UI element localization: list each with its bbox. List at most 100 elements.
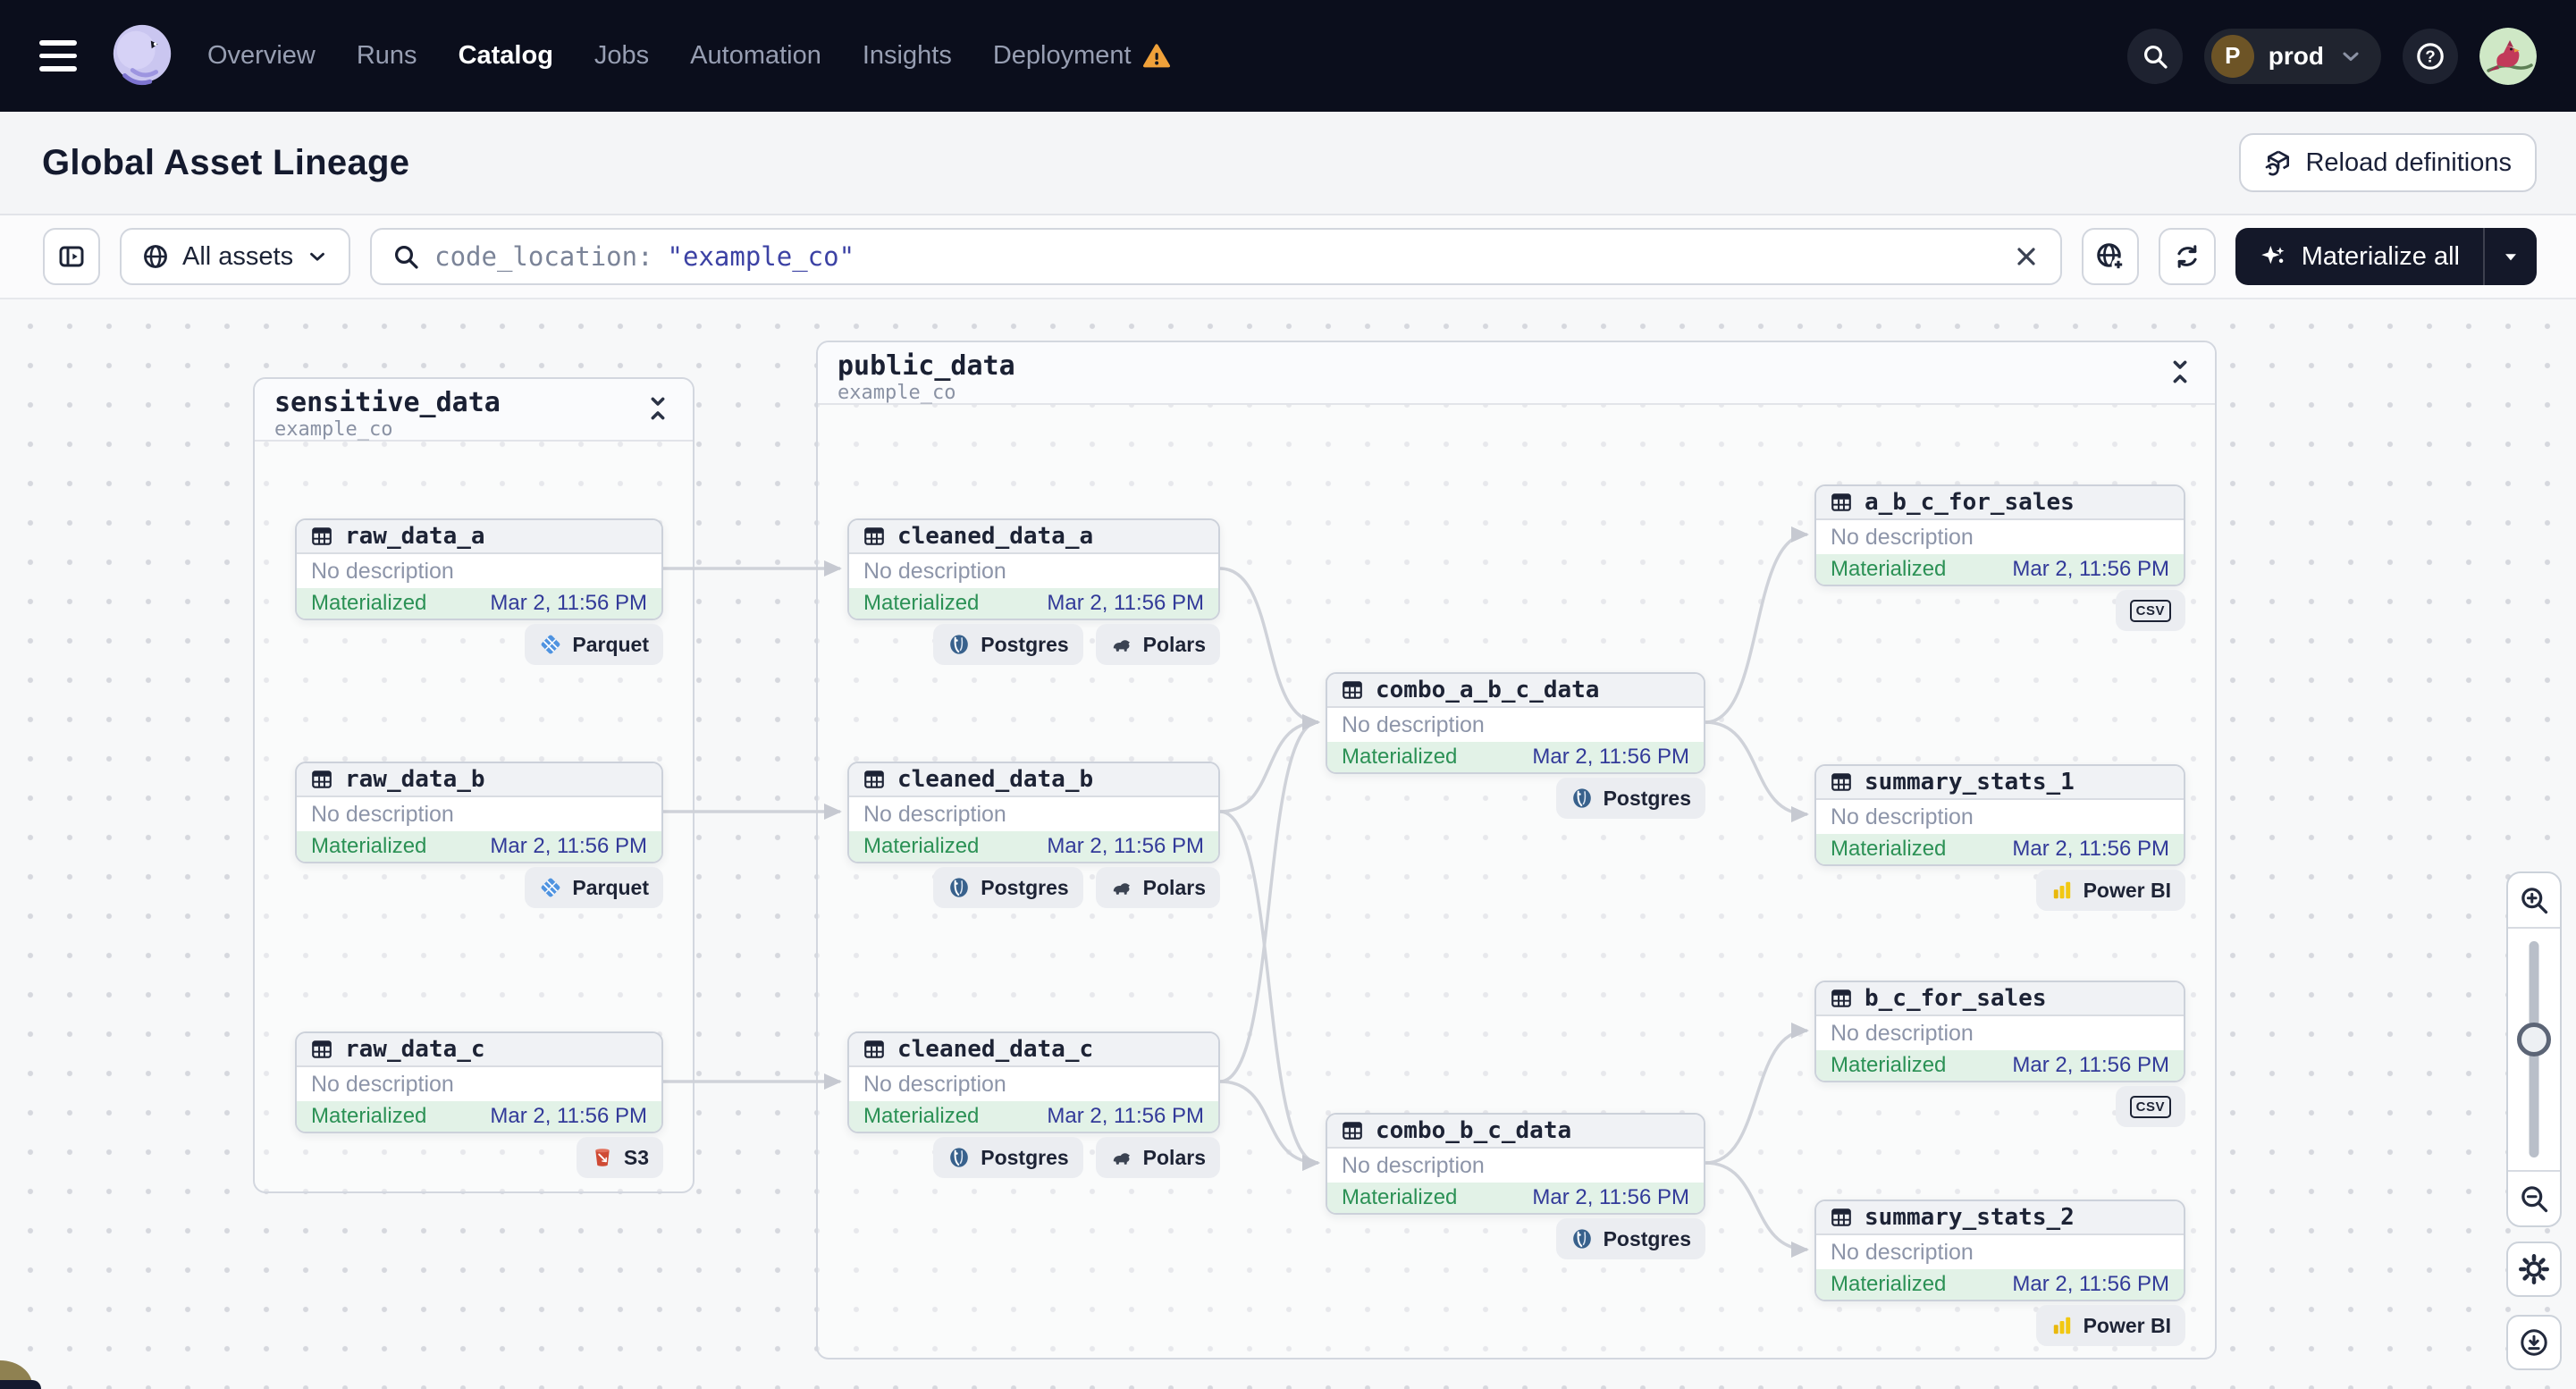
toggle-sidebar-button[interactable] xyxy=(43,228,100,285)
tag-row-combo_b_c_data: Postgres xyxy=(1326,1218,1705,1259)
asset-node-raw_data_b[interactable]: raw_data_b No description Materialized Mar … xyxy=(295,762,663,863)
zoom-out-icon xyxy=(2518,1183,2550,1215)
csv-icon: CSV xyxy=(2129,1095,2171,1118)
asset-node-summary_stats_2[interactable]: summary_stats_2 No description Materialize… xyxy=(1814,1200,2185,1301)
help-button[interactable]: ? xyxy=(2403,28,2458,84)
asset-node-status-row: Materialized Mar 2, 11:56 PM xyxy=(849,1101,1218,1132)
asset-node-cleaned_data_b[interactable]: cleaned_data_b No description Materialized… xyxy=(847,762,1220,863)
zoom-in-button[interactable] xyxy=(2508,873,2560,929)
tag-power-bi[interactable]: Power BI xyxy=(2035,1305,2185,1346)
materialize-options-button[interactable] xyxy=(2483,228,2537,285)
tag-label: Postgres xyxy=(981,875,1069,899)
tag-postgres[interactable]: Postgres xyxy=(1555,1218,1705,1259)
nav-item-automation[interactable]: Automation xyxy=(690,41,821,71)
zoom-slider[interactable] xyxy=(2508,929,2560,1170)
asset-status-timestamp: Mar 2, 11:56 PM xyxy=(2012,557,2169,581)
asset-node-header: raw_data_b xyxy=(297,763,661,797)
tag-label: Parquet xyxy=(572,875,649,899)
user-avatar[interactable] xyxy=(2479,27,2537,85)
menu-icon[interactable] xyxy=(39,40,77,72)
table-icon xyxy=(310,525,333,548)
asset-search-input[interactable]: code_location: "example_co" xyxy=(370,228,2062,285)
collapse-group-icon[interactable] xyxy=(643,393,673,424)
tag-polars[interactable]: Polars xyxy=(1095,1137,1220,1178)
collapse-group-icon[interactable] xyxy=(2165,357,2195,387)
asset-status-label: Materialized xyxy=(1342,745,1458,769)
tag-power-bi[interactable]: Power BI xyxy=(2035,870,2185,911)
asset-scope-dropdown[interactable]: All assets xyxy=(120,228,351,285)
asset-node-description: No description xyxy=(1831,1239,1974,1265)
postgres-icon xyxy=(947,633,971,656)
tag-csv[interactable]: CSV xyxy=(2115,1086,2185,1127)
asset-node-description: No description xyxy=(1342,711,1485,737)
asset-node-raw_data_c[interactable]: raw_data_c No description Materialized Mar … xyxy=(295,1031,663,1133)
dagster-logo-icon[interactable] xyxy=(107,21,177,91)
nav-item-runs[interactable]: Runs xyxy=(357,41,417,71)
asset-node-cleaned_data_c[interactable]: cleaned_data_c No description Materialized… xyxy=(847,1031,1220,1133)
search-button[interactable] xyxy=(2126,28,2183,84)
tag-csv[interactable]: CSV xyxy=(2115,590,2185,631)
asset-selection-syntax-button[interactable] xyxy=(2081,228,2139,285)
tag-label: Postgres xyxy=(1603,786,1691,810)
tag-postgres[interactable]: Postgres xyxy=(933,867,1083,908)
nav-item-deployment[interactable]: Deployment xyxy=(993,41,1171,71)
asset-status-timestamp: Mar 2, 11:56 PM xyxy=(1047,834,1204,858)
asset-node-cleaned_data_a[interactable]: cleaned_data_a No description Materialized… xyxy=(847,518,1220,620)
asset-status-label: Materialized xyxy=(1342,1185,1458,1209)
asset-node-description: No description xyxy=(1342,1152,1485,1178)
tag-polars[interactable]: Polars xyxy=(1095,624,1220,665)
nav-item-label: Runs xyxy=(356,41,417,70)
refresh-icon xyxy=(2173,242,2201,271)
tag-parquet[interactable]: Parquet xyxy=(525,867,663,908)
nav-item-overview[interactable]: Overview xyxy=(207,41,316,71)
tag-postgres[interactable]: Postgres xyxy=(933,624,1083,665)
tag-label: S3 xyxy=(623,1145,649,1169)
tag-row-raw_data_a: Parquet xyxy=(295,624,663,665)
asset-node-raw_data_a[interactable]: raw_data_a No description Materialized Mar … xyxy=(295,518,663,620)
asset-node-status-row: Materialized Mar 2, 11:56 PM xyxy=(297,588,661,619)
asset-status-timestamp: Mar 2, 11:56 PM xyxy=(1047,591,1204,615)
asset-node-status-row: Materialized Mar 2, 11:56 PM xyxy=(1816,554,2184,585)
reload-definitions-button[interactable]: Reload definitions xyxy=(2239,133,2537,192)
asset-node-description: No description xyxy=(311,801,454,827)
refresh-button[interactable] xyxy=(2158,228,2216,285)
asset-node-status-row: Materialized Mar 2, 11:56 PM xyxy=(1327,742,1704,772)
asset-node-title: combo_b_c_data xyxy=(1376,1117,1572,1144)
asset-node-header: a_b_c_for_sales xyxy=(1816,486,2184,520)
zoom-out-button[interactable] xyxy=(2508,1170,2560,1225)
nav-item-label: Insights xyxy=(862,41,952,70)
tag-polars[interactable]: Polars xyxy=(1095,867,1220,908)
asset-node-combo_b_c_data[interactable]: combo_b_c_data No description Materialized… xyxy=(1326,1113,1705,1215)
postgres-icon xyxy=(947,1146,971,1169)
asset-node-summary_stats_1[interactable]: summary_stats_1 No description Materialize… xyxy=(1814,764,2185,866)
nav-item-label: Jobs xyxy=(593,41,650,70)
tag-postgres[interactable]: Postgres xyxy=(1555,778,1705,819)
materialize-all-button[interactable]: Materialize all xyxy=(2235,228,2483,285)
clear-search-icon[interactable] xyxy=(2012,242,2041,271)
polars-icon xyxy=(1110,1146,1133,1169)
asset-status-label: Materialized xyxy=(311,834,427,858)
asset-node-title: raw_data_b xyxy=(345,766,485,793)
download-graph-button[interactable] xyxy=(2506,1315,2562,1370)
polars-icon xyxy=(1110,633,1133,656)
nav-item-insights[interactable]: Insights xyxy=(863,41,952,71)
asset-node-header: raw_data_a xyxy=(297,520,661,554)
graph-settings-button[interactable] xyxy=(2506,1242,2562,1297)
asset-node-title: b_c_for_sales xyxy=(1865,985,2047,1012)
asset-node-combo_a_b_c_data[interactable]: combo_a_b_c_data No description Materializ… xyxy=(1326,672,1705,774)
lineage-graph-canvas[interactable]: sensitive_data example_co public_data examp… xyxy=(0,299,2576,1389)
asset-node-header: summary_stats_2 xyxy=(1816,1201,2184,1235)
zoom-slider-knob[interactable] xyxy=(2517,1023,2551,1056)
tag-s3[interactable]: S3 xyxy=(576,1137,663,1178)
tag-parquet[interactable]: Parquet xyxy=(525,624,663,665)
table-icon xyxy=(1341,1119,1364,1142)
asset-status-timestamp: Mar 2, 11:56 PM xyxy=(2012,837,2169,861)
asset-node-a_b_c_for_sales[interactable]: a_b_c_for_sales No description Materialize… xyxy=(1814,484,2185,586)
powerbi-icon xyxy=(2050,1314,2074,1337)
tag-postgres[interactable]: Postgres xyxy=(933,1137,1083,1178)
table-icon xyxy=(863,768,886,791)
asset-node-b_c_for_sales[interactable]: b_c_for_sales No description Materialized M… xyxy=(1814,981,2185,1082)
deployment-switcher[interactable]: P prod xyxy=(2203,28,2381,84)
nav-item-jobs[interactable]: Jobs xyxy=(594,41,649,71)
nav-item-catalog[interactable]: Catalog xyxy=(459,41,553,71)
